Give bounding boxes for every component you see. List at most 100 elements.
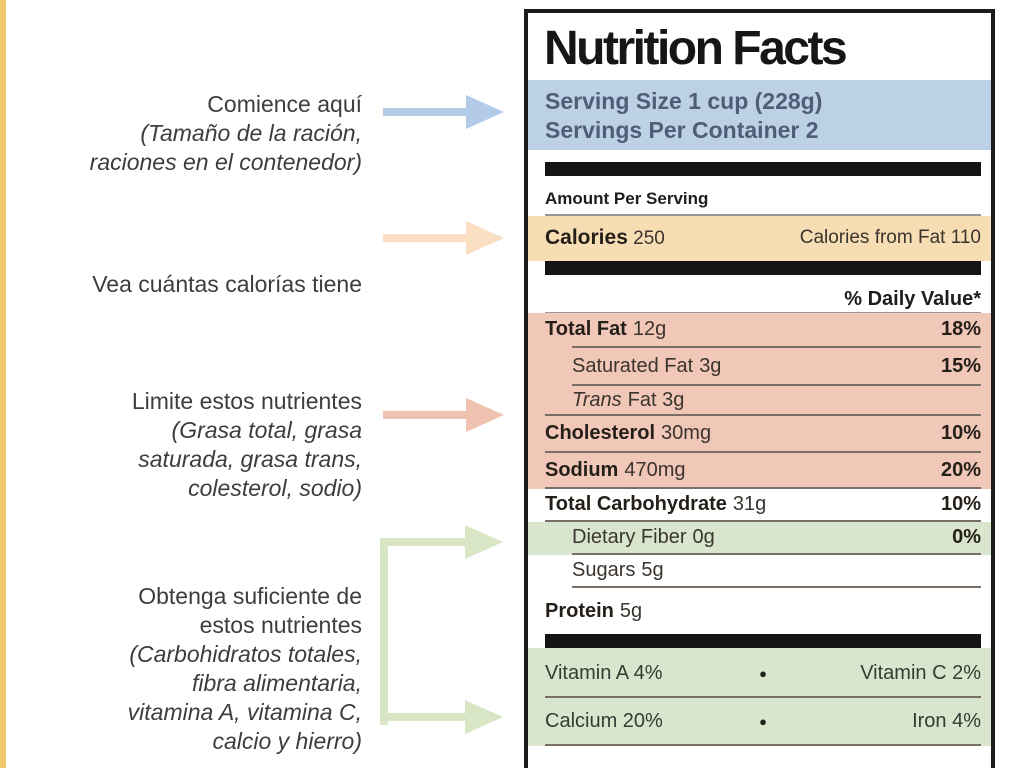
annotation-line: vitamina A, vitamina C, xyxy=(127,699,362,725)
calories-number: 250 xyxy=(633,228,665,249)
annotation-start-here: Comience aquí (Tamaño de la ración, raci… xyxy=(90,90,362,177)
arrow-head xyxy=(465,700,503,734)
vitamin-row: Vitamin A 4% ● Vitamin C 2% xyxy=(545,650,981,696)
nutrient-name: Protein xyxy=(545,599,614,622)
divider-rule xyxy=(545,451,981,453)
nutrient-amount: 5g xyxy=(619,599,643,622)
arrow-head xyxy=(466,95,504,129)
nutrient-daily-value: 20% xyxy=(940,458,981,481)
nutrient-amount: 31g xyxy=(732,493,767,515)
nutrient-row-sodium: Sodium 470mg 20% xyxy=(545,453,981,487)
serving-size-text: Serving Size 1 cup (228g) xyxy=(545,88,823,114)
annotation-line: calcio y hierro) xyxy=(212,728,362,754)
arrow-shaft xyxy=(383,234,467,242)
nutrient-row-sugars: Sugars 5g xyxy=(545,555,981,586)
divider-rule xyxy=(545,520,981,522)
nutrient-row-total-fat: Total Fat 12g 18% xyxy=(545,313,981,346)
annotation-line: Obtenga suficiente de xyxy=(138,583,362,609)
arrow-head xyxy=(466,398,504,432)
vitamins-band: Vitamin A 4% ● Vitamin C 2% Calcium 20% … xyxy=(528,648,991,746)
nutrient-row-total-carbohydrate: Total Carbohydrate 31g 10% xyxy=(545,489,981,520)
nutrient-amount: 3g xyxy=(699,354,722,377)
nutrient-row-saturated-fat: Saturated Fat 3g 15% xyxy=(545,348,981,384)
nutrient-daily-value: 15% xyxy=(940,354,981,377)
arrow-shaft xyxy=(380,538,467,546)
nutrient-amount: 470mg xyxy=(624,458,686,481)
divider-rule xyxy=(572,553,981,555)
nutrient-row-cholesterol: Cholesterol 30mg 10% xyxy=(545,416,981,451)
calories-label: Calories xyxy=(545,226,628,249)
nutrient-amount: Fat 3g xyxy=(627,388,685,411)
annotation-calories: Vea cuántas calorías tiene xyxy=(92,270,362,299)
divider-rule xyxy=(572,586,981,588)
vitamin-c-value: Vitamin C 2% xyxy=(860,661,981,684)
vitamin-a-value: Vitamin A 4% xyxy=(545,661,663,684)
fiber-band: Dietary Fiber 0g 0% xyxy=(528,522,991,555)
annotation-line: (Tamaño de la ración, xyxy=(140,120,362,146)
annotation-line: Comience aquí xyxy=(207,91,362,117)
divider-bar xyxy=(545,260,981,275)
annotation-line: Vea cuántas calorías tiene xyxy=(92,271,362,297)
nutrient-name: Sugars xyxy=(572,559,636,581)
mineral-row: Calcium 20% ● Iron 4% xyxy=(545,698,981,744)
serving-size-band: Serving Size 1 cup (228g) Servings Per C… xyxy=(528,80,991,150)
nutrient-name: Dietary Fiber xyxy=(572,526,687,548)
nutrient-name: Trans xyxy=(572,388,622,411)
annotation-line: colesterol, sodio) xyxy=(188,475,362,501)
serving-size-arrow-icon xyxy=(383,95,504,129)
bracket-bar xyxy=(380,538,388,725)
divider-rule xyxy=(545,414,981,416)
divider-bar xyxy=(545,634,981,648)
nutrient-row-protein: Protein 5g xyxy=(545,588,981,634)
nutrient-name: Total Carbohydrate xyxy=(545,493,727,515)
calories-band: Calories 250 Calories from Fat 110 xyxy=(528,215,991,261)
annotation-line: raciones en el contenedor) xyxy=(89,149,362,175)
arrow-head xyxy=(465,525,503,559)
nutrient-amount: 5g xyxy=(641,559,664,581)
annotation-get-enough: Obtenga suficiente de estos nutrientes (… xyxy=(128,582,362,756)
divider-rule xyxy=(545,214,981,216)
nutrient-daily-value: 18% xyxy=(940,318,981,340)
annotation-limit-nutrients: Limite estos nutrientes (Grasa total, gr… xyxy=(132,387,362,503)
nutrient-amount: 0g xyxy=(692,526,715,548)
limit-nutrients-band: Total Fat 12g 18% Saturated Fat 3g 15% T… xyxy=(528,313,991,489)
annotation-line: Limite estos nutrientes xyxy=(131,388,362,414)
nutrient-daily-value: 0% xyxy=(952,526,981,548)
nutrient-amount: 12g xyxy=(632,318,667,340)
divider-rule xyxy=(545,696,981,698)
annotation-line: (Grasa total, grasa xyxy=(171,417,362,443)
get-enough-bracket-arrow-icon xyxy=(380,525,503,740)
nutrient-amount: 30mg xyxy=(661,422,712,444)
divider-bar xyxy=(545,162,981,176)
calcium-value: Calcium 20% xyxy=(545,709,663,732)
arrow-shaft xyxy=(380,713,467,721)
bullet-icon: ● xyxy=(759,665,767,681)
limit-nutrients-arrow-icon xyxy=(383,398,504,432)
label-title: Nutrition Facts xyxy=(544,22,848,75)
page-edge-strip xyxy=(0,0,6,768)
bullet-icon: ● xyxy=(759,713,767,729)
annotation-line: fibra alimentaria, xyxy=(191,670,362,696)
annotation-line: (Carbohidratos totales, xyxy=(129,641,362,667)
calories-value: Calories 250 xyxy=(545,226,665,250)
nutrient-daily-value: 10% xyxy=(940,493,981,515)
nutrient-name: Saturated Fat xyxy=(572,354,694,377)
divider-rule xyxy=(545,311,981,313)
nutrient-name: Cholesterol xyxy=(545,422,656,444)
nutrient-daily-value: 10% xyxy=(940,422,981,444)
nutrition-facts-label: Nutrition Facts Serving Size 1 cup (228g… xyxy=(524,9,995,768)
divider-rule xyxy=(545,487,981,489)
nutrient-row-trans-fat: Trans Fat 3g xyxy=(545,386,981,414)
nutrient-name: Total Fat xyxy=(545,318,627,340)
servings-per-container-text: Servings Per Container 2 xyxy=(545,117,819,143)
annotation-line: estos nutrientes xyxy=(199,612,362,638)
arrow-shaft xyxy=(383,411,467,419)
arrow-head xyxy=(466,221,504,255)
iron-value: Iron 4% xyxy=(912,709,981,732)
divider-rule xyxy=(572,384,981,386)
daily-value-heading: % Daily Value* xyxy=(844,287,981,310)
divider-rule xyxy=(572,346,981,348)
divider-rule xyxy=(545,744,981,746)
amount-per-serving-heading: Amount Per Serving xyxy=(545,189,709,208)
